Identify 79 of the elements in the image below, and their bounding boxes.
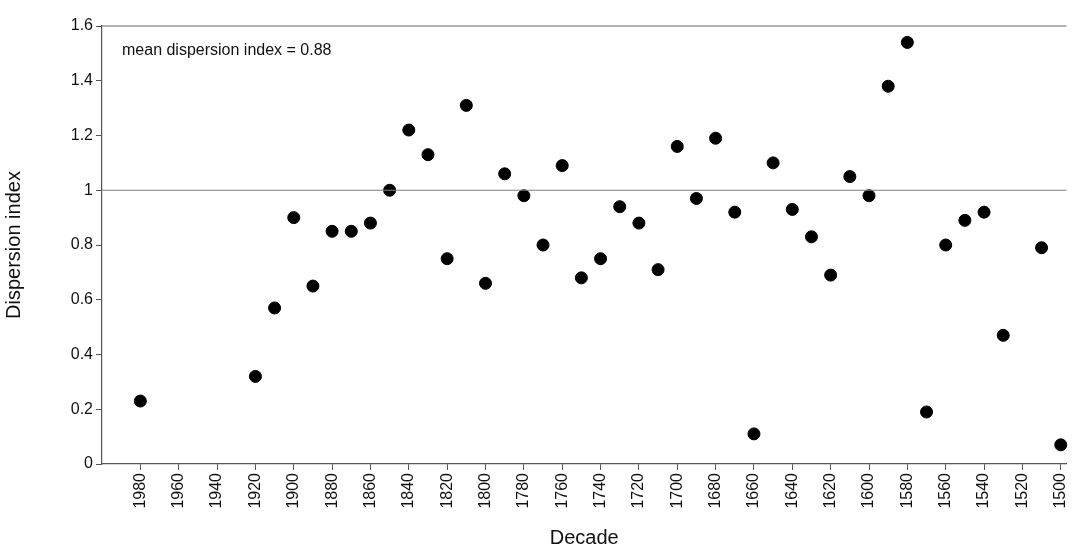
x-tick-label: 1500 [1051, 472, 1069, 509]
point [536, 238, 550, 252]
x-tick-label: 1720 [629, 472, 647, 509]
x-tick-label: 1560 [936, 472, 954, 509]
x-tick-label: 1760 [552, 472, 570, 509]
point [689, 191, 703, 205]
annotation: mean dispersion index = 0.88 [122, 41, 332, 59]
point [709, 131, 723, 145]
point [1035, 241, 1049, 255]
x-tick-label: 1800 [475, 472, 493, 509]
point [670, 139, 684, 153]
x-tick-label: 1700 [667, 472, 685, 509]
y-tick-label: 0.2 [70, 399, 94, 417]
point [287, 211, 301, 225]
point [344, 224, 358, 238]
point [920, 405, 934, 419]
point [402, 123, 416, 137]
point [133, 394, 147, 408]
point [785, 202, 799, 216]
point [555, 159, 569, 173]
y-tick-label: 0.8 [70, 235, 94, 253]
point [248, 369, 262, 383]
point [363, 216, 377, 230]
point [613, 200, 627, 214]
y-axis-title: Dispersion index [1, 171, 24, 319]
point [862, 189, 876, 203]
x-tick-label: 1640 [782, 472, 800, 509]
x-tick-label: 1820 [437, 472, 455, 509]
x-tick-label: 1920 [245, 472, 263, 509]
y-tick-label: 1 [84, 180, 94, 198]
x-tick-label: 1780 [514, 472, 532, 509]
x-tick-label: 1680 [706, 472, 724, 509]
x-tick-label: 1580 [897, 472, 915, 509]
point [900, 35, 914, 49]
x-tick-label: 1620 [821, 472, 839, 509]
point [881, 79, 895, 93]
point [728, 205, 742, 219]
x-tick-label: 1860 [360, 472, 378, 509]
x-tick-label: 1980 [130, 472, 148, 509]
y-tick-label: 0 [84, 454, 94, 472]
y-tick-label: 1.6 [70, 16, 94, 34]
x-tick-label: 1740 [590, 472, 608, 509]
x-tick-label: 1520 [1012, 472, 1030, 509]
point [843, 170, 857, 184]
x-tick-label: 1880 [322, 472, 340, 509]
point [325, 224, 339, 238]
point [574, 271, 588, 285]
x-tick-label: 1840 [399, 472, 417, 509]
point [766, 156, 780, 170]
point [939, 238, 953, 252]
x-tick-label: 1660 [744, 472, 762, 509]
x-tick-label: 1960 [169, 472, 187, 509]
x-axis-title: Decade [549, 525, 619, 548]
point [306, 279, 320, 293]
point [440, 252, 454, 266]
x-tick-label: 1540 [974, 472, 992, 509]
point [632, 216, 646, 230]
point [958, 213, 972, 227]
point [977, 205, 991, 219]
y-tick-label: 1.4 [70, 71, 94, 89]
y-tick-label: 0.6 [70, 290, 94, 308]
point [498, 167, 512, 181]
point [421, 148, 435, 162]
point [804, 230, 818, 244]
point [517, 189, 531, 203]
point [459, 98, 473, 112]
x-tick-label: 1600 [859, 472, 877, 509]
point [824, 268, 838, 282]
point [996, 328, 1010, 342]
x-tick-label: 1940 [207, 472, 225, 509]
point [594, 252, 608, 266]
y-tick-label: 0.4 [70, 344, 94, 362]
point [1054, 438, 1068, 452]
point [479, 276, 492, 290]
point [651, 263, 665, 277]
y-tick-label: 1.2 [70, 125, 94, 143]
x-tick-label: 1900 [284, 472, 302, 509]
point [268, 301, 282, 315]
point [747, 427, 761, 441]
